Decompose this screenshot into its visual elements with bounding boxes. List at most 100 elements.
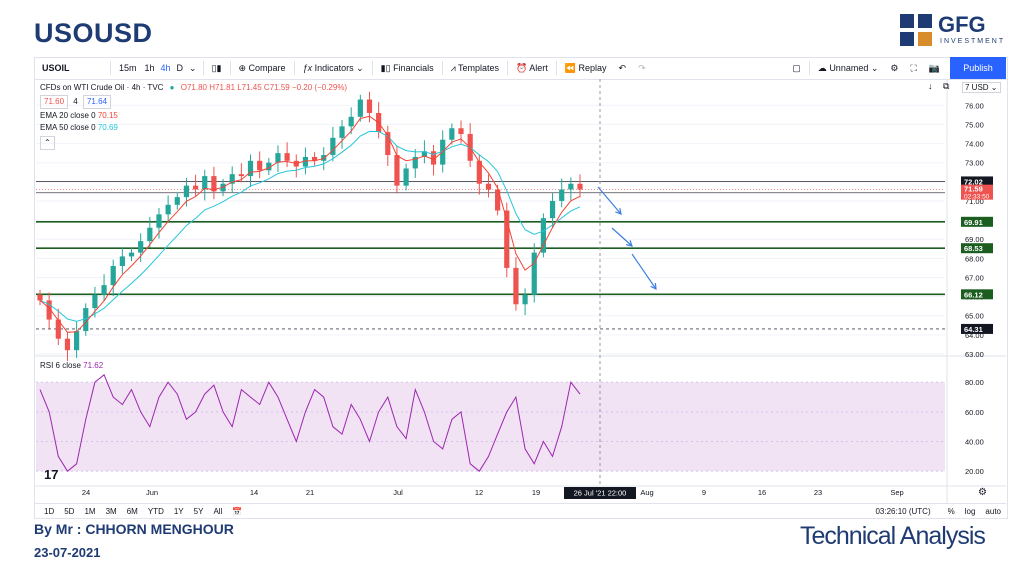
level-price-label: 68.53 xyxy=(964,244,983,253)
redo-icon[interactable]: ↷ xyxy=(638,62,646,73)
range-1y[interactable]: 1Y xyxy=(173,506,184,516)
forecast-arrow xyxy=(597,186,622,215)
candle-body xyxy=(568,183,574,190)
level-price-label: 72.02 xyxy=(964,177,983,186)
interval-chevron-icon[interactable]: ⌄ xyxy=(189,62,197,73)
range-5y[interactable]: 5Y xyxy=(193,506,204,516)
candle-body xyxy=(266,162,272,171)
time-axis[interactable]: 24 Jun 14 21 Jul 12 19 Aug 9 16 23 Sep 26 Jul '21 22… xyxy=(82,487,904,499)
price-axis[interactable]: 76.0075.0074.0073.0072.0071.0070.0069.00… xyxy=(961,101,993,359)
candle-body xyxy=(83,308,89,332)
settings-gear-icon[interactable]: ⚙ xyxy=(890,62,899,73)
candle-body xyxy=(559,189,565,201)
rsi-axis[interactable]: 80.00 60.00 40.00 20.00 xyxy=(965,378,984,476)
collapse-legend-button[interactable]: ⌃ xyxy=(40,136,55,150)
legend-title-row: CFDs on WTI Crude Oil · 4h · TVC ● O71.8… xyxy=(40,82,347,94)
time-axis-settings-icon[interactable]: ⚙ xyxy=(978,487,987,498)
replay-button[interactable]: ⏪ Replay xyxy=(559,63,613,74)
ema50-legend[interactable]: EMA 50 close 0 70.69 xyxy=(40,122,347,134)
undo-icon[interactable]: ↶ xyxy=(618,62,627,73)
range-5d[interactable]: 5D xyxy=(64,506,75,516)
brand-logo: GFG INVESTMENT xyxy=(898,12,1008,48)
rsi-line xyxy=(39,373,581,472)
compare-label: Compare xyxy=(248,62,286,73)
log-toggle[interactable]: log xyxy=(964,506,976,516)
legend-ohlc: O71.80 H71.81 L71.45 C71.59 −0.20 (−0.29… xyxy=(180,83,348,92)
time-tick-label: Aug xyxy=(640,488,653,497)
symbol-search[interactable]: USOIL xyxy=(42,63,70,73)
level-price-tag xyxy=(961,216,993,227)
compare-button[interactable]: ⊕ Compare xyxy=(233,63,292,74)
rsi-tick-label: 60.00 xyxy=(965,408,984,417)
layout-square-icon[interactable]: ▢ xyxy=(792,62,801,73)
forecast-arrows xyxy=(597,186,657,291)
logo-mark-icon xyxy=(900,14,932,46)
range-all[interactable]: All xyxy=(213,506,223,516)
price-tick-label: 65.00 xyxy=(965,312,984,321)
alert-button[interactable]: ⏰ Alert xyxy=(510,63,554,74)
candle-body xyxy=(449,128,455,140)
logo-text: GFG xyxy=(938,12,986,37)
date-range-icon[interactable]: 📅 xyxy=(232,506,243,516)
range-1d[interactable]: 1D xyxy=(44,506,55,516)
publish-date: 23-07-2021 xyxy=(34,545,101,560)
ask-price[interactable]: 71.64 xyxy=(82,95,111,109)
fullscreen-icon[interactable]: ⛶ xyxy=(910,62,917,73)
currency-label: 7 USD xyxy=(965,83,989,92)
range-3m[interactable]: 3M xyxy=(105,506,117,516)
rsi-legend[interactable]: RSI 6 close 71.62 xyxy=(40,361,103,370)
price-tick-label: 76.00 xyxy=(965,101,984,110)
scroll-down-icon[interactable]: ↓ xyxy=(928,81,933,91)
templates-button[interactable]: ⩘ Templates xyxy=(445,63,505,74)
ema20-legend[interactable]: EMA 20 close 0 70.15 xyxy=(40,110,347,122)
level-price-tag xyxy=(961,323,993,334)
candle-body xyxy=(211,176,217,192)
interval-15m[interactable]: 15m xyxy=(119,63,137,73)
range-6m[interactable]: 6M xyxy=(126,506,138,516)
time-tick-label: 21 xyxy=(306,488,314,497)
candle-body xyxy=(302,156,309,167)
indicators-button[interactable]: ƒx Indicators ⌄ xyxy=(302,62,364,73)
countdown-label: 02:33:50 xyxy=(964,194,990,201)
interval-d[interactable]: D xyxy=(176,63,184,73)
publish-button[interactable]: Publish xyxy=(950,57,1006,79)
last-price-label: 71.59 xyxy=(964,185,983,194)
price-tick-label: 71.00 xyxy=(965,197,984,206)
financials-button[interactable]: ▮▯ Financials xyxy=(375,63,440,74)
time-tick-label: 9 xyxy=(702,488,706,497)
rsi-band xyxy=(36,382,945,472)
auto-toggle[interactable]: auto xyxy=(985,506,1001,516)
camera-icon[interactable]: 📷 xyxy=(928,62,940,73)
forecast-arrowhead xyxy=(626,240,633,247)
interval-4h[interactable]: 4h xyxy=(160,63,171,73)
tagline: Technical Analysis xyxy=(800,522,986,550)
rsi-value: 71.62 xyxy=(83,361,104,370)
utc-clock[interactable]: 03:26:10 (UTC) xyxy=(875,506,931,516)
ema20-line xyxy=(39,115,581,333)
bar-chart-icon: ▮▯ xyxy=(380,62,394,73)
forecast-arrowhead xyxy=(615,208,622,215)
candle-body xyxy=(275,153,281,163)
layout-name-button[interactable]: ☁ Unnamed ⌄ xyxy=(817,62,879,73)
currency-selector[interactable]: 7 USD ⌄ xyxy=(962,82,1001,93)
range-ytd[interactable]: YTD xyxy=(147,506,164,516)
candle-body xyxy=(357,99,363,117)
candle-body xyxy=(147,227,153,242)
price-tick-label: 68.00 xyxy=(965,254,984,263)
financials-label: Financials xyxy=(393,62,434,73)
bid-price[interactable]: 71.60 xyxy=(40,95,69,109)
range-1m[interactable]: 1M xyxy=(84,506,96,516)
rewind-icon: ⏪ xyxy=(564,62,579,73)
interval-1h[interactable]: 1h xyxy=(144,63,155,73)
candle-body xyxy=(119,256,125,266)
candle-body xyxy=(238,174,244,177)
percent-toggle[interactable]: % xyxy=(947,506,955,516)
market-status-icon: ● xyxy=(169,83,175,92)
page-title: USOUSD xyxy=(34,18,153,48)
candle-style-icon[interactable]: ▯▮ xyxy=(211,62,222,73)
time-tick-label: 16 xyxy=(758,488,766,497)
layout-name-label: Unnamed xyxy=(829,62,869,73)
candle-body xyxy=(430,151,437,165)
maximize-pane-icon[interactable]: ⧉ xyxy=(943,81,950,91)
